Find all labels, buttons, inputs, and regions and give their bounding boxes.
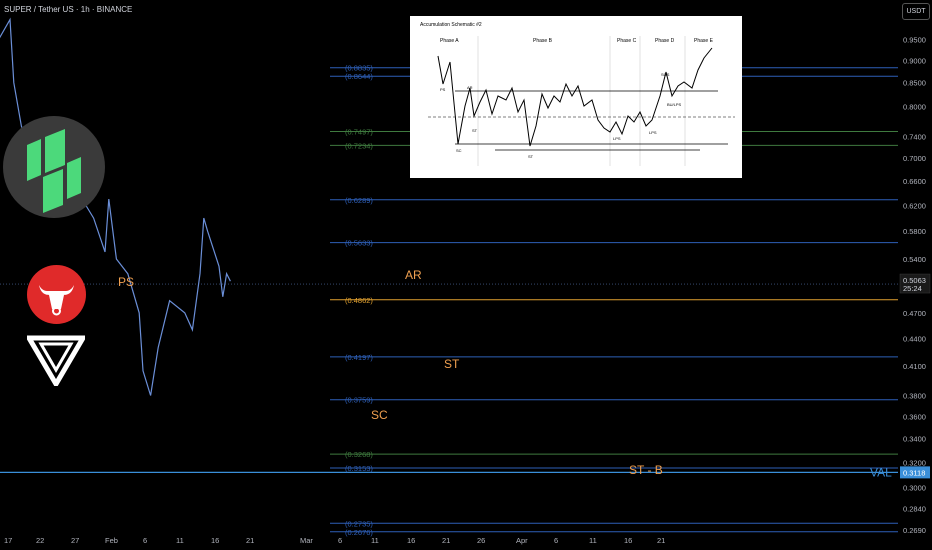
val-price-box (900, 466, 930, 479)
level-label: (0.3153) (345, 464, 373, 473)
x-tick-label: 6 (554, 536, 558, 545)
level-label: (0.3268) (345, 450, 373, 459)
x-tick-label: 6 (143, 536, 147, 545)
inset-label-ps: PS (440, 87, 446, 92)
y-tick-label: 0.4100 (903, 362, 926, 371)
y-tick-label: 0.5400 (903, 255, 926, 264)
val-price-value: 0.3118 (903, 468, 925, 477)
x-tick-label: 27 (71, 536, 79, 545)
y-tick-label: 0.6200 (903, 201, 926, 210)
inset-label-st2: ST (528, 154, 534, 159)
y-tick-label: 0.6600 (903, 177, 926, 186)
level-label: (0.2676) (345, 528, 373, 537)
y-tick-label: 0.9500 (903, 36, 926, 45)
x-tick-label: 16 (624, 536, 632, 545)
current-price-value: 0.5063 (903, 276, 926, 285)
y-tick-label: 0.3200 (903, 458, 926, 467)
x-tick-label: 17 (4, 536, 12, 545)
annotation-0: PS (118, 275, 134, 289)
y-tick-label: 0.8500 (903, 79, 926, 88)
x-tick-label: Mar (300, 536, 313, 545)
y-tick-label: 0.2840 (903, 505, 926, 514)
bull-logo (27, 265, 86, 324)
y-tick-label: 0.3400 (903, 435, 926, 444)
level-label: (0.7497) (345, 128, 373, 137)
level-label: (0.4197) (345, 353, 373, 362)
level-label: (0.7234) (345, 141, 373, 150)
x-tick-label: 11 (176, 536, 184, 545)
inset-label-st1: ST (472, 128, 478, 133)
y-tick-label: 0.3000 (903, 483, 926, 492)
inset-label-lps2: LPS (649, 130, 657, 135)
inset-label-bu-lps: BU/LPS (667, 102, 682, 107)
inset-label-sc: SC (456, 148, 462, 153)
inset-phase-e: Phase E (694, 38, 714, 44)
y-tick-label: 0.7400 (903, 133, 926, 142)
level-label: (0.4862) (345, 296, 373, 305)
price-line (0, 17, 231, 396)
annotation-2: ST (444, 357, 460, 371)
x-tick-label: 21 (657, 536, 665, 545)
annotation-3: SC (371, 408, 388, 422)
accumulation-schematic-inset: Accumulation Schematic #2 Phase A Phase … (410, 16, 742, 178)
x-tick-label: 16 (211, 536, 219, 545)
inset-phase-c: Phase C (617, 38, 637, 44)
inset-phase-d: Phase D (655, 38, 675, 44)
inset-label-lps1: LPS (613, 136, 621, 141)
val-label: VAL (870, 465, 892, 479)
level-label: (0.2735) (345, 519, 373, 528)
level-label: (0.8835) (345, 64, 373, 73)
level-label: (0.5633) (345, 239, 373, 248)
inset-label-ar: AR (467, 85, 473, 90)
y-tick-label: 0.4700 (903, 309, 926, 318)
y-tick-label: 0.5800 (903, 227, 926, 236)
currency-unit-button[interactable]: USDT (902, 3, 930, 20)
level-label: (0.3759) (345, 396, 373, 405)
symbol-header[interactable]: SUPER / Tether US · 1h · BINANCE (4, 5, 133, 14)
y-tick-label: 0.4400 (903, 335, 926, 344)
x-tick-label: 16 (407, 536, 415, 545)
inset-label-sos: SOS (661, 72, 670, 77)
y-tick-label: 0.8000 (903, 102, 926, 111)
inset-title: Accumulation Schematic #2 (420, 22, 482, 28)
y-tick-label: 0.7000 (903, 154, 926, 163)
y-tick-label: 0.3800 (903, 392, 926, 401)
y-tick-label: 0.9000 (903, 57, 926, 66)
x-tick-label: 11 (371, 536, 379, 545)
annotation-1: AR (405, 268, 422, 282)
inset-phase-b: Phase B (533, 38, 553, 44)
triangle-logo (24, 334, 88, 389)
green-s-logo (3, 115, 105, 220)
x-tick-label: 21 (246, 536, 254, 545)
x-tick-label: 11 (589, 536, 597, 545)
y-tick-label: 0.3600 (903, 413, 926, 422)
x-tick-label: 22 (36, 536, 44, 545)
annotation-4: ST - B (629, 463, 663, 477)
current-price-countdown: 25:24 (903, 284, 922, 293)
current-price-box (899, 273, 931, 294)
x-tick-label: Feb (105, 536, 118, 545)
x-tick-label: 21 (442, 536, 450, 545)
x-tick-label: 26 (477, 536, 485, 545)
inset-phase-a: Phase A (440, 38, 459, 44)
level-label: (0.8644) (345, 72, 373, 81)
y-tick-label: 0.2690 (903, 526, 926, 535)
x-tick-label: 6 (338, 536, 342, 545)
level-label: (0.6289) (345, 196, 373, 205)
x-tick-label: Apr (516, 536, 528, 545)
